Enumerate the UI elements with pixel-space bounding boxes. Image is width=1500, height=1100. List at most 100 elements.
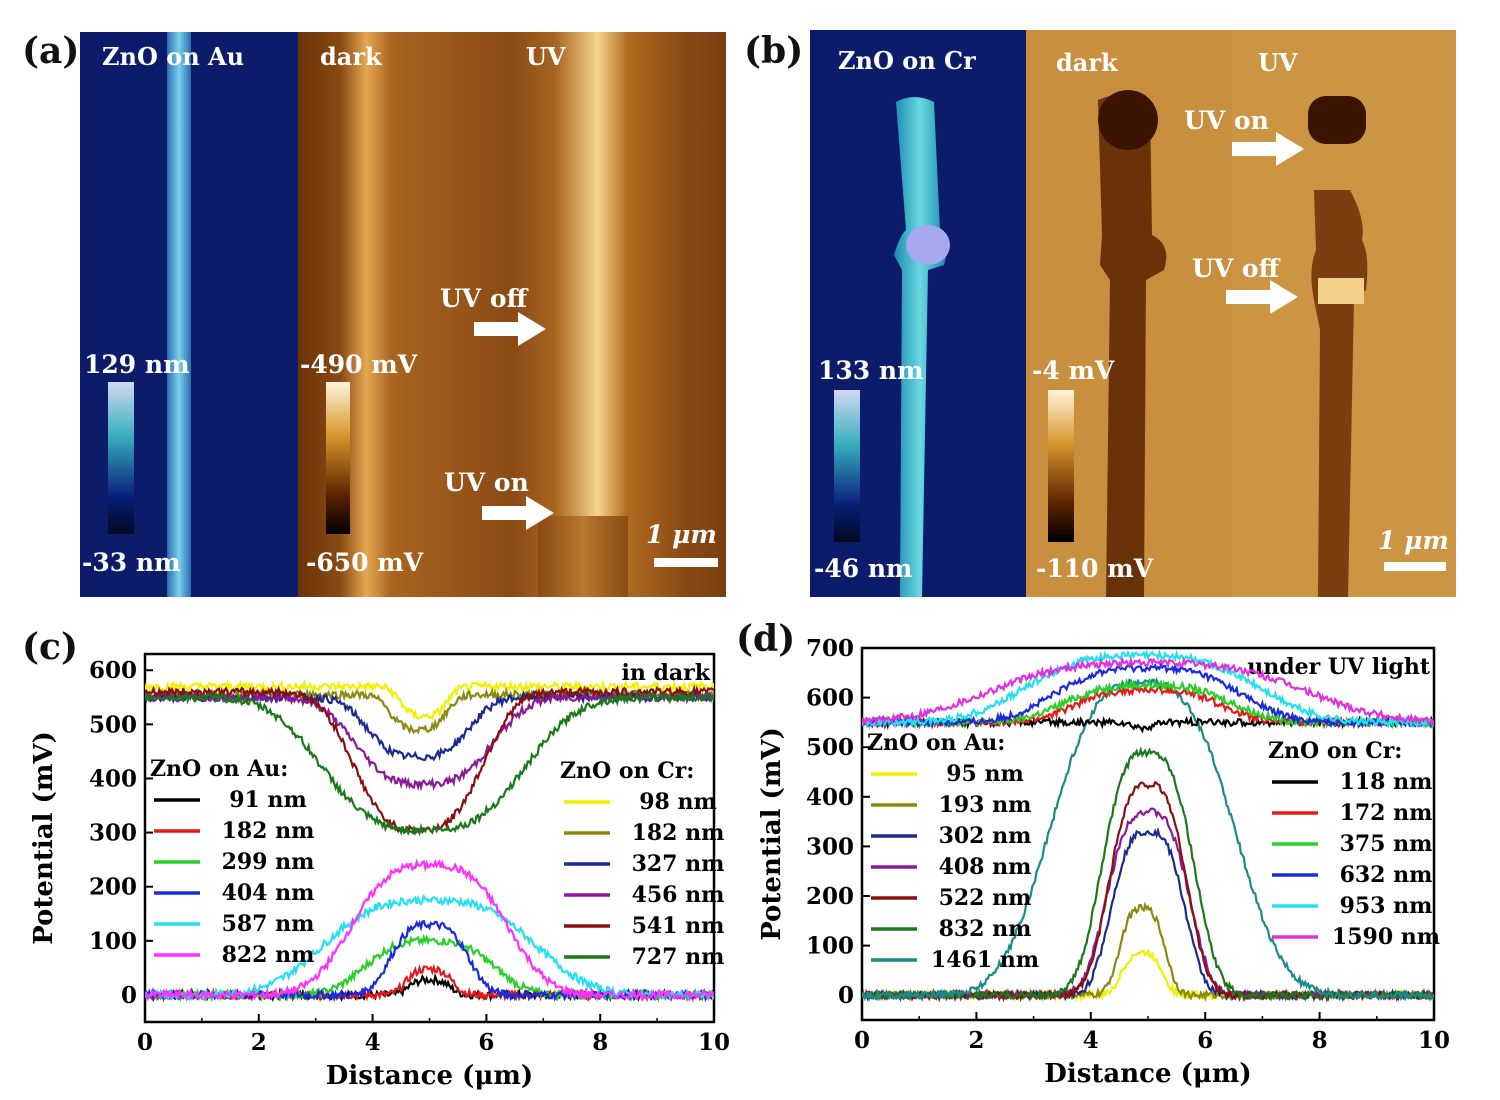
chart-annotation: under UV light — [1247, 654, 1431, 680]
legend-label: 302 nm — [939, 823, 1032, 849]
pot-min-label-cr: -110 mV — [1036, 554, 1154, 583]
y-tick-label: 0 — [838, 982, 854, 1009]
topo-min-label-cr: -46 nm — [814, 554, 913, 583]
series-line — [862, 662, 1434, 730]
pot-max-label-cr: -4 mV — [1032, 356, 1115, 385]
topo-max-label-au: 129 nm — [84, 350, 190, 379]
y-tick-label: 300 — [806, 833, 854, 860]
x-tick-label: 2 — [968, 1027, 984, 1054]
topography-image-cr: ZnO on Cr 133 nm -46 nm — [810, 30, 1026, 597]
scale-label-cr: 1 μm — [1378, 526, 1449, 555]
legend-label: 1461 nm — [931, 947, 1039, 973]
legend-label: 193 nm — [939, 792, 1032, 818]
panel-letter-b: (b) — [744, 30, 804, 72]
legend-label: 632 nm — [1340, 862, 1433, 888]
x-tick-label: 4 — [1083, 1027, 1099, 1054]
x-tick-label: 2 — [251, 1029, 267, 1056]
uv-off-label-cr: UV off — [1192, 254, 1280, 283]
legend-title: ZnO on Au: — [867, 730, 1005, 756]
x-tick-label: 4 — [365, 1029, 381, 1056]
legend-title: ZnO on Cr: — [1268, 738, 1402, 764]
pot-colorbar-au — [326, 382, 350, 534]
uv-on-label-cr: UV on — [1184, 106, 1269, 135]
panel-letter-a: (a) — [22, 30, 80, 72]
x-tick-label: 10 — [1418, 1027, 1450, 1054]
legend-label: 118 nm — [1340, 769, 1433, 795]
legend-label: 522 nm — [939, 885, 1032, 911]
topo-min-label-au: -33 nm — [82, 548, 181, 577]
uv-on-arrow-cr — [1232, 132, 1304, 166]
legend-label: 327 nm — [632, 851, 725, 877]
legend-label: 456 nm — [632, 882, 725, 908]
y-tick-label: 500 — [89, 711, 137, 738]
scale-bar-au — [654, 558, 718, 567]
legend-label: 832 nm — [939, 916, 1032, 942]
uv-on-arrow-au — [482, 496, 554, 530]
kpfm-image-au: dark UV -490 mV -650 mV UV off UV on 1 μ… — [298, 32, 726, 597]
uv-title-cr: UV — [1258, 48, 1298, 77]
series-line — [862, 656, 1434, 728]
x-tick-label: 8 — [1312, 1027, 1328, 1054]
legend-label: 98 nm — [639, 789, 717, 815]
x-axis-label: Distance (μm) — [1044, 1059, 1251, 1089]
x-axis-label: Distance (μm) — [326, 1061, 533, 1091]
y-tick-label: 200 — [89, 874, 137, 901]
y-tick-label: 600 — [89, 657, 137, 684]
topo-colorbar-au — [108, 382, 134, 534]
series-line — [862, 679, 1434, 730]
topography-image-au: ZnO on Au 129 nm -33 nm — [80, 32, 298, 597]
legend-label: 404 nm — [222, 880, 315, 906]
nanowire-cr — [894, 97, 950, 597]
topo-title-au: ZnO on Au — [102, 42, 245, 71]
series-line — [145, 858, 714, 1003]
topo-max-label-cr: 133 nm — [818, 356, 924, 385]
y-axis-label: Potential (mV) — [29, 731, 59, 945]
series-line — [145, 690, 714, 837]
series-line — [145, 678, 714, 721]
y-tick-label: 100 — [89, 928, 137, 955]
legend-label: 95 nm — [946, 761, 1024, 787]
x-tick-label: 10 — [698, 1029, 730, 1056]
y-tick-label: 200 — [806, 883, 854, 910]
legend-label: 172 nm — [1340, 800, 1433, 826]
scale-label-au: 1 μm — [646, 520, 717, 549]
topo-title-cr: ZnO on Cr — [838, 46, 976, 75]
y-tick-label: 500 — [806, 734, 854, 761]
scale-bar-cr — [1384, 562, 1446, 571]
series-line — [862, 648, 1434, 730]
panel-letter-d: (d) — [736, 618, 796, 660]
x-tick-label: 0 — [854, 1027, 870, 1054]
nanowire-au — [167, 32, 191, 597]
legend-label: 299 nm — [222, 849, 315, 875]
y-tick-label: 0 — [121, 982, 137, 1009]
legend-label: 587 nm — [222, 911, 315, 937]
y-tick-label: 300 — [89, 820, 137, 847]
legend-label: 375 nm — [1340, 831, 1433, 857]
legend-label: 727 nm — [632, 944, 725, 970]
y-tick-label: 100 — [806, 933, 854, 960]
kpfm-image-cr: dark UV -4 mV -110 mV UV on UV off 1 μm — [1026, 30, 1456, 597]
legend-label: 1590 nm — [1332, 924, 1440, 950]
y-tick-label: 400 — [806, 784, 854, 811]
series-line — [145, 689, 714, 762]
legend-label: 953 nm — [1340, 893, 1433, 919]
series-line — [145, 919, 714, 1003]
uv-on-boundary-au — [538, 516, 628, 597]
series-line — [862, 676, 1434, 1003]
topo-colorbar-cr — [834, 390, 860, 542]
pot-max-label-au: -490 mV — [300, 350, 418, 379]
y-tick-label: 600 — [806, 685, 854, 712]
uv-on-label-au: UV on — [444, 468, 529, 497]
legend-label: 822 nm — [222, 942, 315, 968]
x-tick-label: 6 — [1197, 1027, 1213, 1054]
pot-colorbar-cr — [1048, 390, 1074, 542]
uv-off-arrow-au — [474, 312, 546, 346]
dark-title-au: dark — [320, 42, 382, 71]
legend-label: 408 nm — [939, 854, 1032, 880]
legend-title: ZnO on Au: — [150, 756, 288, 782]
legend-label: 541 nm — [632, 913, 725, 939]
x-tick-label: 8 — [592, 1029, 608, 1056]
y-axis-label: Potential (mV) — [757, 727, 787, 941]
